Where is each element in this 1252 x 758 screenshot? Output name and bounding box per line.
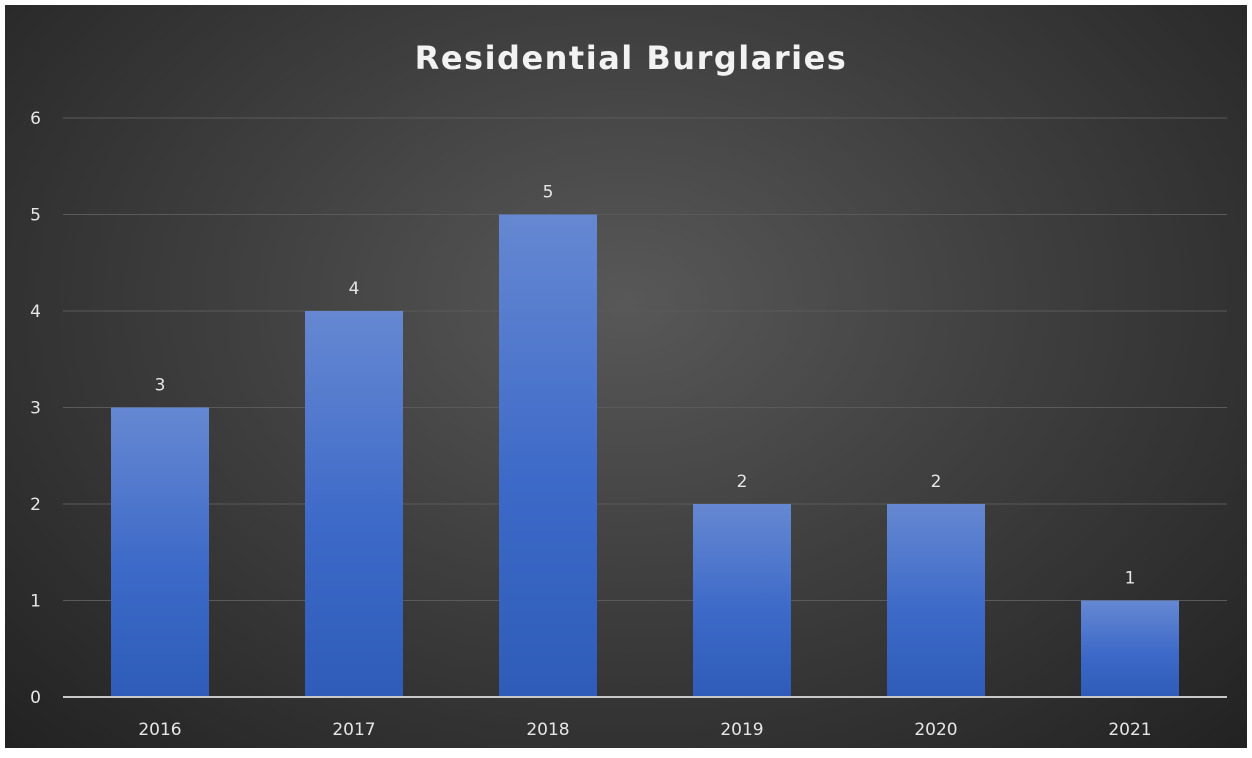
x-tick-label: 2016 [138, 720, 181, 740]
plot-area: 0 1 2 3 4 5 6 3 4 5 2 2 1 2016 2017 2018 2019 2020 2021 [30, 109, 1227, 740]
y-tick-label: 4 [30, 302, 41, 322]
y-tick-label: 6 [30, 109, 41, 129]
gridlines [63, 117, 1227, 601]
data-label: 2 [931, 472, 942, 492]
y-tick-label: 2 [30, 495, 41, 515]
chart-title: Residential Burglaries [414, 39, 848, 77]
x-tick-label: 2021 [1108, 720, 1151, 740]
x-tick-label: 2019 [720, 720, 763, 740]
y-tick-label: 0 [30, 688, 41, 708]
x-axis: 2016 2017 2018 2019 2020 2021 [63, 696, 1227, 740]
bar [305, 311, 403, 697]
y-axis: 0 1 2 3 4 5 6 [30, 109, 41, 708]
x-tick-label: 2017 [332, 720, 375, 740]
bars [111, 214, 1179, 697]
bar [887, 504, 985, 697]
data-label: 4 [349, 279, 360, 299]
y-tick-label: 5 [30, 206, 41, 226]
bar [1081, 600, 1179, 697]
data-label: 3 [155, 376, 166, 396]
bar [111, 407, 209, 697]
data-label: 2 [737, 472, 748, 492]
bar [693, 504, 791, 697]
bar [499, 214, 597, 697]
x-tick-label: 2020 [914, 720, 957, 740]
data-label: 1 [1125, 569, 1136, 589]
x-tick-label: 2018 [526, 720, 569, 740]
y-tick-label: 3 [30, 399, 41, 419]
data-label: 5 [543, 183, 554, 203]
y-tick-label: 1 [30, 592, 41, 612]
data-labels: 3 4 5 2 2 1 [155, 183, 1136, 589]
